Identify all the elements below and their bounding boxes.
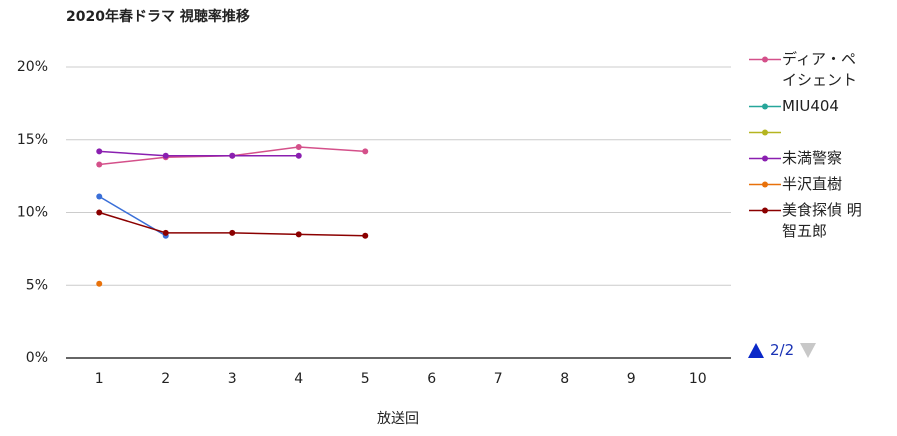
x-tick-label: 7 — [494, 371, 503, 387]
data-point — [96, 209, 103, 216]
y-tick-label: 0% — [26, 350, 48, 366]
page-down[interactable] — [800, 342, 817, 358]
y-tick-label: 5% — [26, 277, 48, 293]
y-tick-label: 10% — [17, 205, 48, 221]
data-point — [162, 229, 169, 236]
legend-entry[interactable] — [748, 122, 888, 143]
legend-label: 未満警察 — [782, 149, 843, 167]
x-tick-label: 1 — [95, 371, 104, 387]
legend-dot — [762, 207, 768, 214]
legend-label: MIU404 — [782, 97, 839, 115]
x-tick-label: 10 — [689, 371, 707, 387]
series-line — [99, 150, 299, 157]
legend-dot — [762, 103, 768, 110]
legend-pager[interactable]: 2/2 — [748, 341, 817, 359]
legend-dot — [762, 155, 768, 162]
legend-label: 美食探偵 明智五郎 — [782, 201, 862, 240]
x-tick-label: 3 — [228, 371, 237, 387]
data-point — [96, 161, 103, 168]
legend-swatch — [749, 129, 781, 136]
page-indicator: 2/2 — [770, 341, 795, 359]
data-point — [229, 229, 236, 236]
data-point — [295, 231, 302, 238]
data-point — [96, 193, 103, 200]
legend-dot — [762, 181, 768, 188]
legend-swatch — [749, 155, 781, 162]
data-point — [362, 148, 369, 155]
legend-entry[interactable]: 未満警察 — [748, 148, 888, 169]
legend-swatch — [749, 103, 781, 110]
y-tick-label: 15% — [17, 132, 48, 148]
data-point — [362, 232, 369, 239]
x-axis-title: 放送回 — [377, 411, 419, 427]
legend-label: 半沢直樹 — [782, 175, 843, 193]
x-tick-label: 2 — [161, 371, 170, 387]
x-tick-label: 9 — [627, 371, 636, 387]
data-point — [96, 280, 103, 287]
legend-entry[interactable]: 半沢直樹 — [748, 174, 888, 195]
chart-title: 2020年春ドラマ 視聴率推移 — [66, 8, 250, 25]
legend-entry[interactable]: ディア・ペイシェント — [748, 49, 888, 91]
legend-dot — [762, 129, 768, 136]
legend-dot — [762, 56, 768, 63]
data-point — [96, 148, 103, 155]
x-tick-label: 6 — [427, 371, 436, 387]
data-point — [295, 144, 302, 151]
data-point — [229, 152, 236, 159]
y-tick-label: 20% — [17, 59, 48, 75]
legend-swatch — [749, 56, 781, 63]
legend-entry[interactable]: MIU404 — [748, 96, 888, 117]
legend-label: ディア・ペイシェント — [782, 50, 858, 89]
legend-swatch — [749, 181, 781, 188]
data-point — [162, 152, 169, 159]
legend-entry[interactable]: 美食探偵 明智五郎 — [748, 200, 888, 242]
data-point — [295, 152, 302, 159]
legend-swatch — [749, 207, 781, 214]
page-up[interactable] — [748, 342, 764, 358]
x-tick-label: 8 — [560, 371, 569, 387]
x-tick-label: 5 — [361, 371, 370, 387]
x-tick-label: 4 — [294, 371, 303, 387]
legend: ディア・ペイシェント MIU404 未満警察半沢直樹美食探偵 明智五郎 — [748, 49, 888, 242]
